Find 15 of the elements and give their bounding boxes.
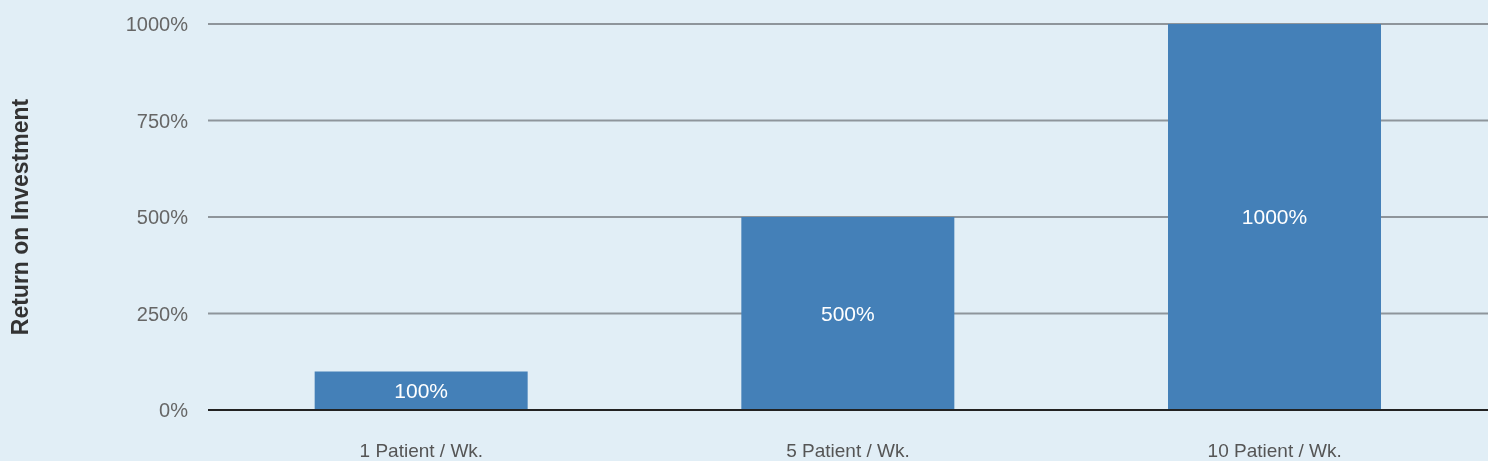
x-tick-label: 10 Patient / Wk. — [1207, 440, 1342, 461]
y-axis-title: Return on Investment — [7, 98, 34, 336]
x-tick-label: 1 Patient / Wk. — [359, 440, 484, 461]
y-tick-label: 1000% — [125, 13, 189, 36]
y-tick-label: 500% — [136, 206, 189, 229]
data-label: 100% — [394, 379, 449, 403]
x-tick-label: 5 Patient / Wk. — [786, 440, 910, 461]
bar — [741, 217, 955, 410]
data-label: 1000% — [1241, 205, 1308, 229]
y-tick-label: 750% — [136, 109, 189, 132]
data-label: 500% — [820, 301, 875, 325]
bar — [314, 371, 528, 410]
y-tick-label: 250% — [136, 302, 189, 325]
y-tick-label: 0% — [159, 399, 189, 422]
bar — [1168, 24, 1381, 410]
